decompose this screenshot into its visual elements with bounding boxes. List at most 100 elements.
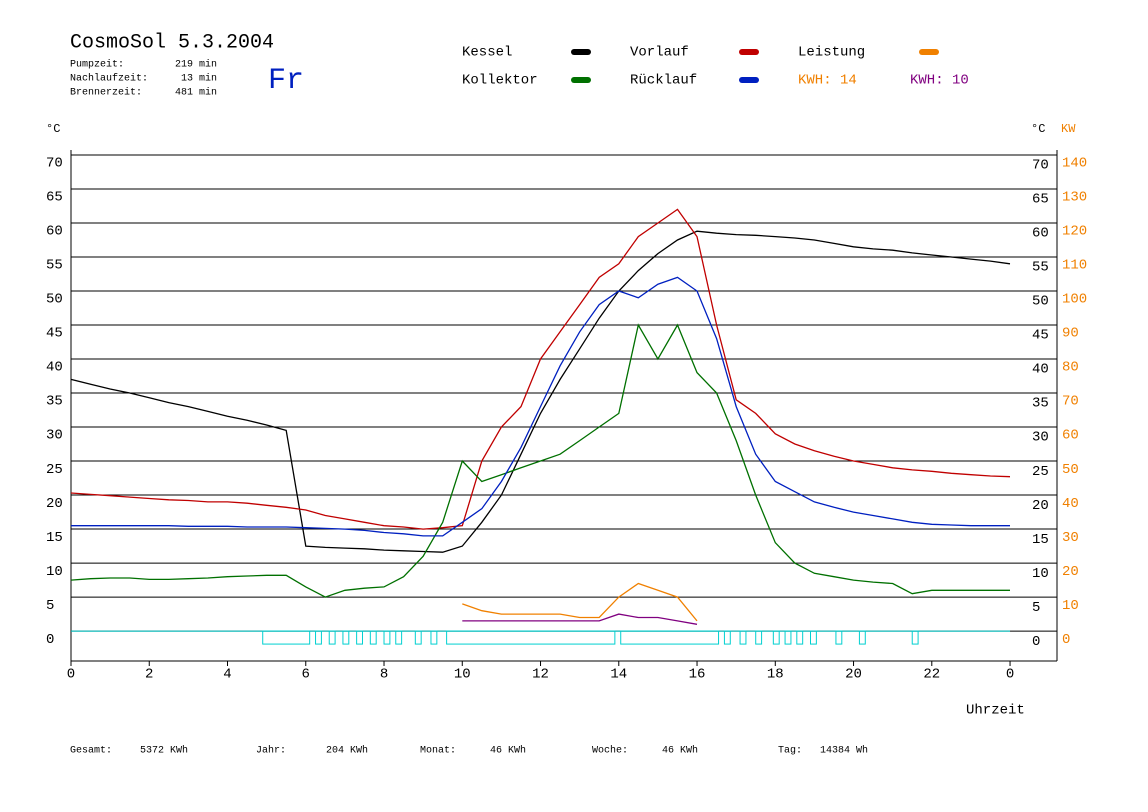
total-value: 5372 KWh <box>140 745 188 757</box>
y-tick-label: 35 <box>1032 396 1049 412</box>
y-tick-label: 65 <box>46 190 63 206</box>
pump-interval <box>620 630 720 645</box>
y2-tick-label: 120 <box>1062 224 1087 240</box>
y-tick-label: 45 <box>1032 328 1049 344</box>
y2-tick-label: 50 <box>1062 462 1079 478</box>
chart-title: CosmoSol 5.3.2004 <box>70 31 274 54</box>
y2-axis-label: KW <box>1061 122 1076 136</box>
x-tick-label: 14 <box>610 667 627 683</box>
y-tick-label: 60 <box>1032 226 1049 242</box>
pump-interval <box>911 630 919 645</box>
y-tick-label: 50 <box>1032 294 1049 310</box>
stat-label: Nachlaufzeit: <box>70 73 148 85</box>
pump-interval <box>369 630 377 645</box>
pump-interval <box>835 630 843 645</box>
legend-label: Leistung <box>798 45 865 61</box>
y-tick-label: 0 <box>46 632 54 648</box>
y-tick-label: 15 <box>46 530 63 546</box>
pump-interval <box>342 630 350 645</box>
y-tick-label: 30 <box>46 428 63 444</box>
y-tick-label: 40 <box>46 360 63 376</box>
pump-interval <box>739 630 747 645</box>
x-tick-label: 18 <box>767 667 784 683</box>
pump-interval <box>262 630 311 645</box>
pump-interval <box>446 630 616 645</box>
total-label: Tag: <box>778 746 802 757</box>
y-tick-label: 20 <box>1032 498 1049 514</box>
y-tick-label: 55 <box>46 258 63 274</box>
y2-tick-label: 0 <box>1062 632 1070 648</box>
y-tick-label: 15 <box>1032 532 1049 548</box>
x-tick-label: 0 <box>67 667 75 683</box>
legend-kwh: KWH: 14 <box>798 73 857 89</box>
x-tick-label: 20 <box>845 667 862 683</box>
x-tick-label: 8 <box>380 667 388 683</box>
y-tick-label: 35 <box>46 394 63 410</box>
pump-interval <box>810 630 817 645</box>
y-tick-label: 70 <box>1032 158 1049 174</box>
x-tick-label: 16 <box>689 667 706 683</box>
y-tick-label: 65 <box>1032 192 1049 208</box>
y2-tick-label: 90 <box>1062 326 1079 342</box>
pump-interval <box>383 630 391 645</box>
series-line <box>462 582 698 622</box>
pump-interval <box>755 630 763 645</box>
y2-tick-label: 110 <box>1062 258 1087 274</box>
x-tick-label: 22 <box>923 667 940 683</box>
y2-tick-label: 60 <box>1062 428 1079 444</box>
y-tick-label: 20 <box>46 496 63 512</box>
pump-interval <box>315 630 322 645</box>
legend-kwh: KWH: 10 <box>910 73 969 89</box>
pump-interval <box>414 630 422 645</box>
y-tick-label: 10 <box>1032 566 1049 582</box>
pump-interval <box>723 630 731 645</box>
y-tick-label: 0 <box>1032 634 1040 650</box>
legend-label: Rücklauf <box>630 73 697 89</box>
pump-interval <box>328 630 336 645</box>
total-label: Woche: <box>592 745 628 757</box>
y2-tick-label: 10 <box>1062 598 1079 614</box>
y-tick-label: 30 <box>1032 430 1049 446</box>
y-tick-label: 5 <box>1032 600 1040 616</box>
x-tick-label: 6 <box>302 667 310 683</box>
x-tick-label: 2 <box>145 667 153 683</box>
total-value: 46 KWh <box>490 745 526 757</box>
pump-interval <box>395 630 403 645</box>
pump-interval <box>772 630 780 645</box>
x-tick-label: 4 <box>223 667 231 683</box>
y-tick-label: 25 <box>1032 464 1049 480</box>
y-tick-label: 40 <box>1032 362 1049 378</box>
y-tick-label: 50 <box>46 292 63 308</box>
y2-tick-label: 100 <box>1062 292 1087 308</box>
y2-tick-label: 80 <box>1062 360 1079 376</box>
total-value: 204 KWh <box>326 745 368 757</box>
y-tick-label: 45 <box>46 326 63 342</box>
y2-tick-label: 140 <box>1062 156 1087 172</box>
series-line <box>71 276 1010 537</box>
pump-interval <box>796 630 804 645</box>
pump-interval <box>784 630 792 645</box>
y-tick-label: 5 <box>46 598 54 614</box>
total-label: Jahr: <box>256 745 286 757</box>
legend-label: Kollektor <box>462 73 538 89</box>
y-tick-label: 25 <box>46 462 63 478</box>
stat-label: Brennerzeit: <box>70 87 142 99</box>
x-axis-label: Uhrzeit <box>966 703 1025 719</box>
series-line <box>70 323 1010 598</box>
series-line <box>462 613 698 625</box>
y2-tick-label: 70 <box>1062 394 1079 410</box>
pump-interval <box>356 630 363 645</box>
y-axis-label: °C <box>46 122 60 136</box>
series-line <box>70 208 1011 530</box>
x-tick-label: 0 <box>1006 667 1014 683</box>
y-tick-label: 10 <box>46 564 63 580</box>
y2-tick-label: 40 <box>1062 496 1079 512</box>
series-line <box>70 230 1011 553</box>
stat-label: Pumpzeit: <box>70 59 124 71</box>
total-label: Gesamt: <box>70 746 112 757</box>
pump-interval <box>858 630 866 645</box>
total-label: Monat: <box>420 746 456 757</box>
legend-label: Kessel <box>462 45 512 61</box>
stat-value: 481 min <box>175 87 217 99</box>
y-axis-label: °C <box>1031 122 1045 136</box>
